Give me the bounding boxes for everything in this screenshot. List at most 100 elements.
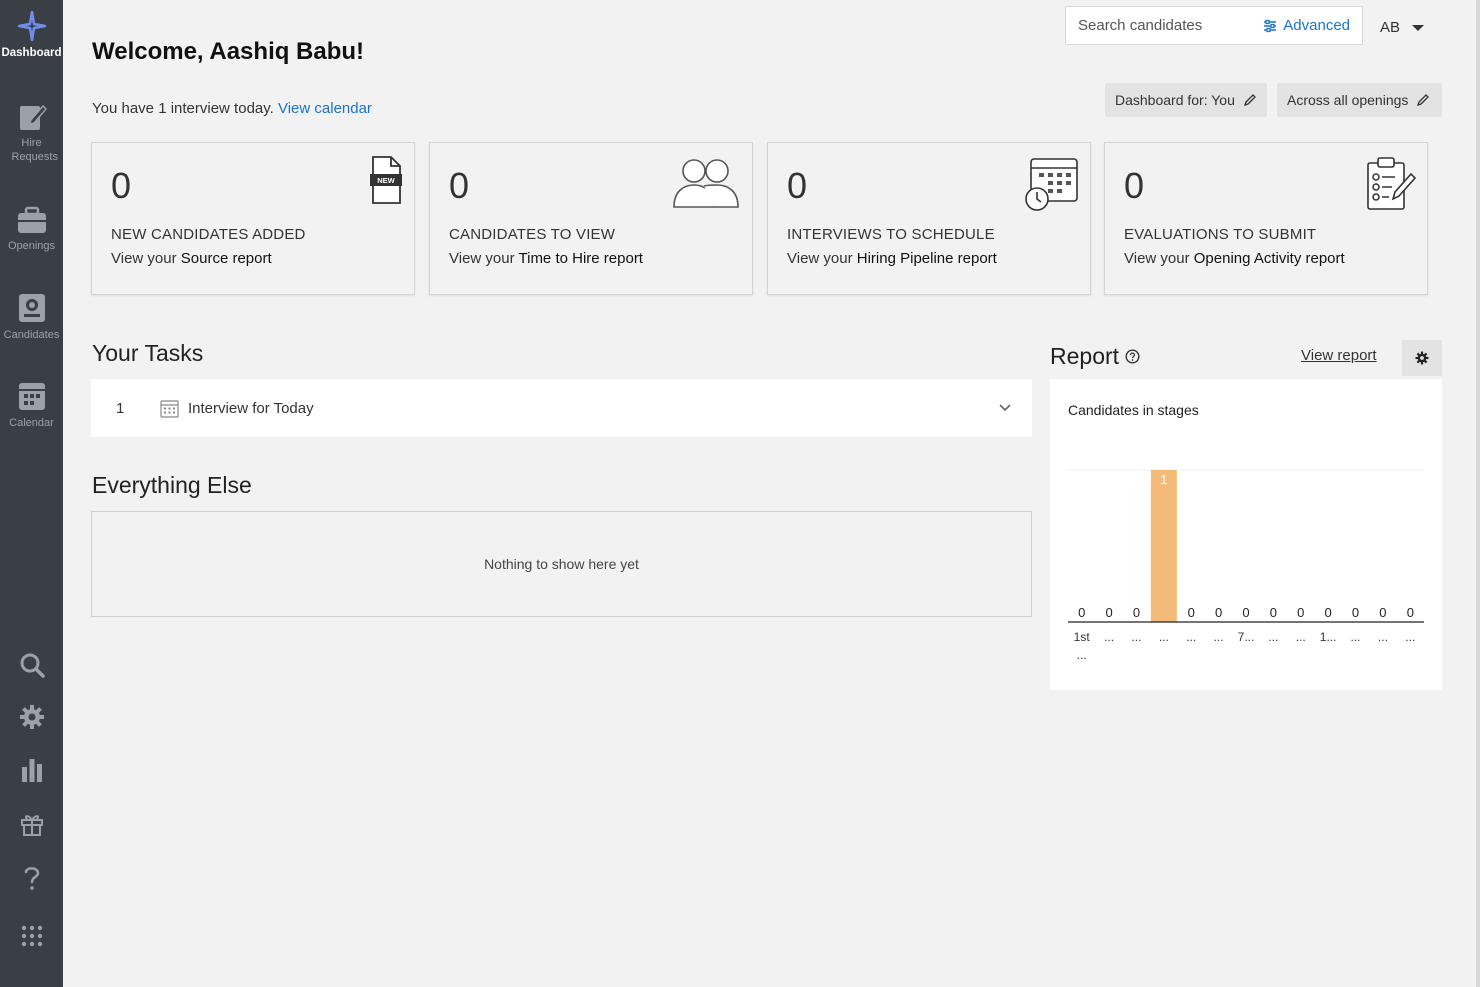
report-title: Report [1050, 343, 1140, 370]
interview-summary: You have 1 interview today. View calenda… [92, 100, 372, 117]
chart-tick-label: ... [1104, 630, 1114, 644]
chart-tick-label: ... [1378, 630, 1388, 644]
hiring-pipeline-report-link[interactable]: View your Hiring Pipeline report [787, 250, 997, 267]
chart-data-label: 0 [1325, 605, 1332, 620]
task-row[interactable]: 1 Interview for Today [91, 379, 1032, 437]
chart-data-label: 0 [1133, 605, 1140, 620]
sidebar-item-label: Dashboard [1, 47, 62, 59]
people-icon [673, 159, 739, 208]
empty-state: Nothing to show here yet [91, 511, 1032, 617]
bar-chart-icon [21, 759, 42, 782]
gear-icon [19, 705, 44, 729]
chevron-down-icon [1412, 24, 1425, 31]
stat-label: NEW CANDIDATES ADDED [111, 226, 306, 243]
stat-label: INTERVIEWS TO SCHEDULE [787, 226, 995, 243]
apps-grid-icon [21, 925, 42, 947]
chart-tick-label: ... [1159, 630, 1169, 644]
stat-value: 0 [1124, 165, 1145, 206]
search-icon [20, 653, 45, 678]
stat-card-candidates-to-view[interactable]: 0 CANDIDATES TO VIEW View your Time to H… [429, 142, 753, 295]
empty-state-text: Nothing to show here yet [484, 556, 639, 572]
chart-bar[interactable] [1150, 470, 1177, 622]
chart-data-label: 0 [1242, 605, 1249, 620]
task-label: Interview for Today [188, 399, 314, 417]
gear-icon [1415, 351, 1429, 365]
chart-tick-label: 7... [1238, 630, 1255, 644]
your-tasks-title: Your Tasks [92, 340, 204, 366]
candidate-card-icon [18, 294, 45, 322]
opening-activity-report-link[interactable]: View your Opening Activity report [1124, 250, 1345, 267]
user-initials: AB [1380, 19, 1401, 36]
stages-bar-chart: 0 1st... 0... 0... 1... 0... 0... 0 7... 0... 0...… [1068, 469, 1424, 662]
apps-nav-button[interactable] [0, 924, 63, 948]
help-icon [24, 867, 39, 890]
view-calendar-link[interactable]: View calendar [277, 100, 372, 117]
chart-tick-label: ... [1214, 630, 1224, 644]
sidebar-item-label: Openings [7, 240, 56, 252]
sidebar-item-dashboard[interactable]: Dashboard [0, 10, 63, 60]
task-count: 1 [116, 399, 125, 417]
stat-card-new-candidates[interactable]: 0 NEW NEW CANDIDATES ADDED View your Sou… [91, 142, 415, 295]
chart-tick-label: ... [1186, 630, 1196, 644]
pencil-icon [1417, 94, 1430, 107]
reports-nav-button[interactable] [0, 757, 63, 783]
gift-nav-button[interactable] [0, 811, 63, 837]
sidebar-item-candidates[interactable]: Candidates [0, 292, 63, 342]
sidebar-item-label: Calendar [9, 417, 54, 429]
advanced-search-button[interactable]: Advanced [1263, 17, 1350, 34]
user-menu[interactable]: AB [1380, 19, 1425, 36]
sidebar-item-label: Candidates [3, 329, 60, 341]
dashboard-sparkle-icon [17, 10, 46, 42]
chart-tick-label: 1... [1320, 630, 1337, 644]
across-openings-button[interactable]: Across all openings [1277, 83, 1442, 117]
chart-data-label: 0 [1407, 605, 1414, 620]
everything-else-title: Everything Else [92, 472, 252, 498]
stat-card-evaluations-to-submit[interactable]: 0 EVALUATIONS TO SUBMIT View your Openin… [1104, 142, 1428, 295]
chart-data-label: 1 [1160, 472, 1167, 487]
time-to-hire-report-link[interactable]: View your Time to Hire report [449, 250, 643, 267]
sidebar-item-openings[interactable]: Openings [0, 205, 63, 253]
sidebar-item-label: Hire Requests [11, 137, 58, 163]
help-nav-button[interactable] [0, 864, 63, 892]
chart-data-label: 0 [1105, 605, 1112, 620]
stat-card-interviews-to-schedule[interactable]: 0 INTERVIEWS TO SCHEDULE View your Hirin… [767, 142, 1091, 295]
sidebar-item-hire-requests[interactable]: Hire Requests [0, 100, 63, 164]
search-candidates-input[interactable]: Search candidates Advanced [1065, 6, 1363, 45]
sidebar: Dashboard Hire Requests Openings Candida… [0, 0, 63, 987]
search-nav-button[interactable] [0, 652, 63, 678]
chart-tick-label: ... [1077, 648, 1087, 662]
report-settings-button[interactable] [1402, 340, 1442, 376]
chart-data-label: 0 [1297, 605, 1304, 620]
stat-value: 0 [111, 165, 132, 206]
source-report-link[interactable]: View your Source report [111, 250, 272, 267]
svg-text:NEW: NEW [377, 176, 395, 185]
stat-label: CANDIDATES TO VIEW [449, 226, 616, 243]
chart-tick-label: ... [1296, 630, 1306, 644]
chart-data-label: 0 [1379, 605, 1386, 620]
briefcase-icon [17, 206, 46, 233]
page-title: Welcome, Aashiq Babu! [92, 38, 365, 65]
chart-data-label: 0 [1352, 605, 1359, 620]
sidebar-item-calendar[interactable]: Calendar [0, 380, 63, 430]
chart-data-label: 0 [1188, 605, 1195, 620]
view-report-link[interactable]: View report [1301, 347, 1377, 364]
help-circle-icon[interactable] [1125, 349, 1140, 364]
dashboard-for-button[interactable]: Dashboard for: You [1105, 83, 1267, 117]
chart-tick-label: ... [1268, 630, 1278, 644]
chart-data-label: 0 [1215, 605, 1222, 620]
calendar-icon [18, 383, 45, 410]
edit-document-icon [19, 104, 47, 130]
settings-nav-button[interactable] [0, 704, 63, 730]
chart-tick-label: ... [1131, 630, 1141, 644]
clipboard-checklist-icon [1367, 157, 1417, 210]
pencil-icon [1243, 94, 1256, 107]
chart-data-label: 0 [1078, 605, 1085, 620]
window-edge [1476, 0, 1480, 987]
sliders-icon [1264, 19, 1277, 32]
stat-value: 0 [787, 165, 808, 206]
calendar-icon [160, 399, 179, 418]
chart-title: Candidates in stages [1068, 402, 1199, 418]
chart-tick-label: ... [1351, 630, 1361, 644]
new-document-icon: NEW [370, 156, 402, 204]
chevron-down-icon[interactable] [998, 403, 1012, 413]
